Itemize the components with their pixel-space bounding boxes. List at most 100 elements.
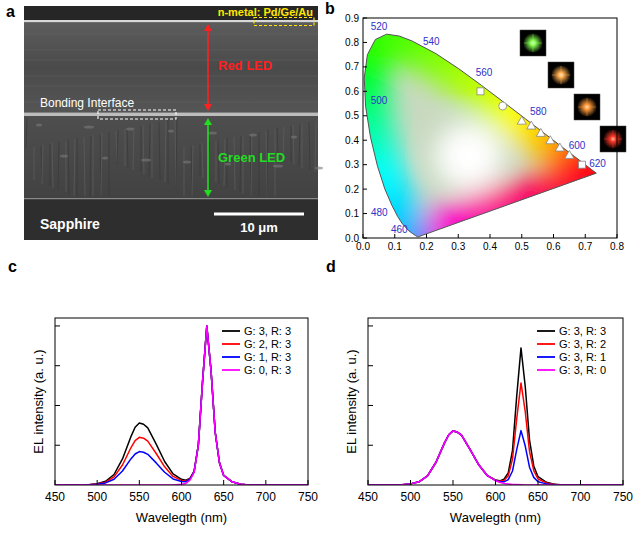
x-tick bbox=[265, 480, 266, 485]
x-tick-label: 450 bbox=[45, 490, 65, 504]
plot-data bbox=[55, 326, 308, 485]
x-tick bbox=[426, 234, 427, 238]
x-tick-label: 0.2 bbox=[420, 241, 434, 252]
layer-texture bbox=[159, 122, 160, 180]
sem-image: n-metal: Pd/Ge/AuRed LEDGreen LEDBonding… bbox=[24, 6, 323, 240]
legend-swatch bbox=[222, 343, 240, 345]
layer-texture bbox=[66, 141, 67, 192]
arrow-head bbox=[204, 118, 212, 125]
inset-photo bbox=[548, 62, 574, 88]
spectrum-line bbox=[368, 431, 623, 485]
y-tick bbox=[363, 18, 367, 19]
plot-frame bbox=[368, 318, 623, 485]
x-tick bbox=[617, 234, 618, 238]
layer-texture bbox=[184, 147, 185, 196]
red-led-layer bbox=[24, 23, 318, 113]
layer-texture bbox=[141, 126, 142, 172]
legend-label: G: 3, R: 3 bbox=[244, 325, 291, 337]
layer-texture bbox=[34, 147, 35, 180]
wavelength-label: 560 bbox=[476, 67, 493, 78]
layer-texture bbox=[216, 141, 217, 182]
layer-texture bbox=[42, 145, 43, 184]
panel-letter: d bbox=[326, 258, 336, 275]
spectrum-line bbox=[55, 326, 308, 485]
inset-photo bbox=[574, 94, 600, 120]
y-tick-label: 0.8 bbox=[345, 37, 359, 48]
arrow-shaft bbox=[207, 124, 209, 191]
inset-photo bbox=[600, 126, 626, 152]
legend-swatch bbox=[222, 330, 240, 332]
y-tick bbox=[363, 238, 367, 239]
spectrum-panel: 450500550600650700750Wavelegth (nm)EL in… bbox=[344, 318, 633, 525]
layer-texture bbox=[84, 126, 94, 129]
substrate-edge bbox=[24, 198, 318, 200]
x-tick bbox=[139, 480, 140, 485]
layer-texture bbox=[26, 118, 27, 148]
legend-label: G: 0, R: 3 bbox=[244, 364, 291, 376]
metal-line bbox=[24, 20, 318, 23]
cie-panel: 4604805005205405605806006200.00.10.20.30… bbox=[338, 8, 626, 263]
layer-texture bbox=[117, 130, 118, 164]
spectrum-panel: 450500550600650700750Wavelegth (nm)EL in… bbox=[31, 318, 318, 525]
layer-texture bbox=[176, 118, 177, 188]
layer-texture bbox=[90, 136, 91, 196]
x-tick-label: 0.1 bbox=[388, 241, 402, 252]
arrow-head bbox=[204, 24, 212, 31]
y-tick bbox=[55, 325, 60, 326]
inset-photo bbox=[520, 30, 546, 56]
legend-swatch bbox=[222, 356, 240, 358]
layer-texture bbox=[24, 60, 318, 61]
layer-texture bbox=[183, 161, 191, 164]
y-tick-label: 0.1 bbox=[345, 208, 359, 219]
y-tick bbox=[368, 325, 373, 326]
scale-bar bbox=[214, 213, 304, 216]
layer-texture bbox=[291, 136, 297, 139]
layer-texture bbox=[100, 134, 101, 196]
inset-glow bbox=[533, 34, 534, 52]
legend-swatch bbox=[537, 356, 555, 358]
layer-texture bbox=[315, 167, 323, 170]
legend-swatch bbox=[537, 343, 555, 345]
layer-texture bbox=[60, 155, 68, 158]
y-tick-label: 0.0 bbox=[345, 233, 359, 244]
layer-texture bbox=[101, 133, 102, 196]
y-axis-title: EL intensity (a. u.) bbox=[344, 349, 359, 453]
x-tick bbox=[394, 234, 395, 238]
layer-texture bbox=[52, 143, 53, 188]
figure: n-metal: Pd/Ge/AuRed LEDGreen LEDBonding… bbox=[0, 0, 644, 533]
arrow-head bbox=[204, 104, 212, 111]
x-tick-label: 0.8 bbox=[610, 241, 624, 252]
wavelength-label: 540 bbox=[423, 36, 440, 47]
x-tick-label: 550 bbox=[443, 490, 463, 504]
legend-label: G: 3, R: 0 bbox=[559, 364, 606, 376]
layer-texture bbox=[24, 76, 318, 77]
layer-texture bbox=[133, 127, 134, 170]
data-point bbox=[546, 136, 555, 144]
legend-label: G: 1, R: 3 bbox=[244, 351, 291, 363]
layer-texture bbox=[84, 137, 85, 196]
plot-frame bbox=[363, 18, 617, 238]
x-tick-label: 500 bbox=[87, 490, 107, 504]
legend-label: G: 3, R: 2 bbox=[559, 338, 606, 350]
inset-glow bbox=[587, 98, 588, 116]
plot-data bbox=[368, 348, 623, 485]
x-tick-label: 450 bbox=[358, 490, 378, 504]
wavelength-label: 600 bbox=[569, 140, 586, 151]
y-tick-label: 0.7 bbox=[345, 61, 359, 72]
bonding-line bbox=[24, 113, 318, 117]
data-point bbox=[565, 150, 574, 158]
x-tick bbox=[97, 480, 98, 485]
layer-texture bbox=[293, 125, 294, 164]
x-axis-title: Wavelegth (nm) bbox=[450, 510, 541, 525]
y-tick bbox=[363, 115, 367, 116]
y-tick bbox=[363, 42, 367, 43]
layer-texture bbox=[168, 130, 174, 133]
layer-texture bbox=[77, 138, 78, 196]
x-tick-label: 650 bbox=[528, 490, 548, 504]
x-tick-label: 0.6 bbox=[547, 241, 561, 252]
x-tick bbox=[308, 480, 309, 485]
y-tick bbox=[55, 445, 60, 446]
layer-texture bbox=[168, 120, 169, 184]
y-tick-label: 0.6 bbox=[345, 86, 359, 97]
x-tick-label: 650 bbox=[214, 490, 234, 504]
